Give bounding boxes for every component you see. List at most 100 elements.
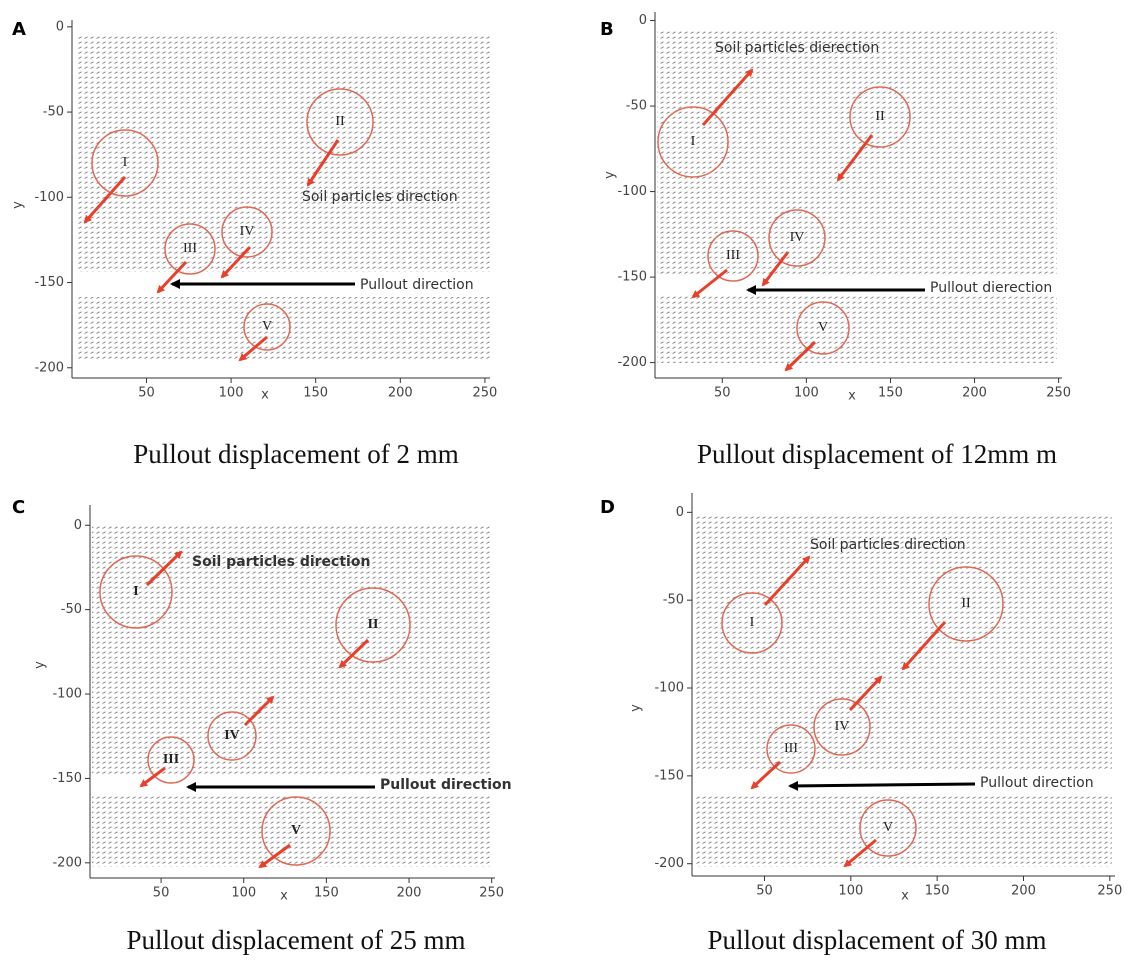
region-circle [306, 88, 374, 156]
region-label: IV [240, 224, 255, 239]
pullout-arrow [788, 780, 976, 791]
x-tick-label: 100 [838, 884, 863, 899]
region-circle [243, 303, 291, 351]
x-tick-label: 50 [756, 884, 773, 899]
caption: Pullout displacement of 2 mm [133, 439, 458, 469]
soil-arrow [258, 843, 291, 869]
region-label: II [961, 596, 971, 611]
x-axis-label: x [261, 388, 269, 403]
y-tick-label: -50 [626, 99, 647, 114]
caption: Pullout displacement of 25 mm [127, 925, 466, 955]
soil-arrow [750, 760, 782, 790]
region-circle [813, 698, 871, 756]
region-label: V [818, 320, 828, 335]
x-axis-label: x [848, 389, 856, 404]
vector-field [694, 795, 1112, 867]
region-circle [928, 566, 1004, 642]
y-tick-label: 0 [74, 518, 82, 533]
y-tick-label: -150 [654, 768, 684, 783]
soil-direction-label: Soil particles direction [302, 189, 458, 205]
panel-letter: D [600, 497, 615, 518]
region-label: II [368, 617, 379, 632]
x-tick-label: 150 [314, 886, 339, 901]
x-tick-label: 150 [303, 386, 328, 401]
y-tick-label: -150 [34, 275, 64, 290]
x-tick-label: 100 [794, 386, 819, 401]
caption: Pullout displacement of 12mm m [697, 439, 1057, 469]
region-circle [261, 796, 331, 866]
soil-arrow [83, 176, 127, 224]
x-tick-label: 100 [219, 386, 244, 401]
region-label: II [875, 109, 885, 124]
soil-arrow [761, 251, 790, 287]
soil-arrow [701, 68, 754, 126]
region-label: IV [835, 719, 850, 734]
soil-arrow [763, 555, 811, 607]
y-axis-label: y [33, 661, 48, 669]
y-tick-label: 0 [56, 19, 64, 34]
pullout-direction-label: Pullout direction [380, 777, 512, 793]
panel-letter: C [12, 497, 25, 518]
region-circle [849, 86, 911, 148]
region-label: I [750, 615, 755, 630]
region-label: II [335, 114, 345, 129]
vector-field [694, 515, 1112, 770]
soil-arrow [843, 838, 877, 868]
region-label: IV [790, 230, 805, 245]
vector-field [92, 525, 492, 775]
x-tick-label: 250 [1046, 386, 1071, 401]
x-tick-label: 150 [878, 386, 903, 401]
soil-arrow [145, 550, 183, 587]
soil-arrow [139, 766, 166, 788]
x-tick-label: 50 [153, 886, 170, 901]
vector-field [657, 295, 1057, 363]
region-circle [91, 129, 159, 197]
x-tick-label: 250 [473, 386, 498, 401]
region-circle [221, 206, 273, 258]
region-label: I [133, 584, 138, 599]
region-label: III [726, 248, 740, 263]
soil-arrow [243, 695, 275, 727]
y-axis-label: y [629, 704, 644, 712]
region-label: III [163, 752, 179, 767]
x-tick-label: 200 [962, 386, 987, 401]
y-axis-label: y [603, 171, 618, 179]
x-axis-label: x [901, 889, 909, 904]
vector-field [78, 35, 490, 272]
region-circle [859, 799, 917, 857]
region-circle [721, 592, 783, 654]
pullout-direction-label: Pullout direction [980, 775, 1094, 791]
y-tick-label: 0 [639, 13, 647, 28]
region-circle [766, 724, 816, 774]
y-tick-label: 0 [676, 505, 684, 520]
x-tick-label: 200 [388, 386, 413, 401]
soil-arrow [220, 245, 252, 279]
soil-arrow [848, 675, 883, 712]
y-tick-label: -100 [654, 681, 684, 696]
soil-direction-label: Soil particles direction [810, 537, 966, 553]
panel-letter: A [12, 19, 26, 40]
region-label: III [183, 241, 197, 256]
region-label: V [291, 823, 301, 838]
y-tick-label: -200 [52, 855, 82, 870]
region-label: V [883, 820, 893, 835]
x-tick-label: 50 [138, 386, 155, 401]
region-circle [335, 587, 411, 663]
x-tick-label: 50 [714, 386, 731, 401]
region-label: I [691, 134, 696, 149]
caption: Pullout displacement of 30 mm [708, 925, 1047, 955]
y-tick-label: -150 [617, 270, 647, 285]
y-axis-label: y [11, 201, 26, 209]
soil-arrow [238, 335, 268, 362]
region-circle [99, 555, 173, 629]
y-tick-label: -200 [617, 355, 647, 370]
region-circle [657, 106, 729, 178]
soil-arrow [156, 260, 188, 294]
region-label: III [784, 741, 798, 756]
x-tick-label: 200 [1011, 884, 1036, 899]
pullout-direction-label: Pullout direction [360, 277, 474, 293]
region-label: I [123, 155, 128, 170]
panel-letter: B [600, 19, 614, 40]
region-circle [207, 711, 257, 761]
